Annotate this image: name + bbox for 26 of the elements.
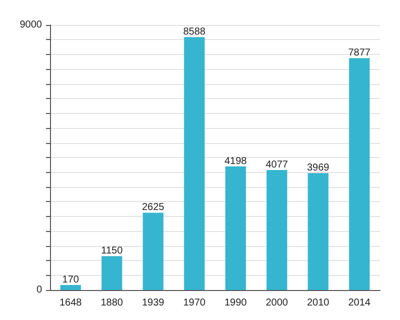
x-tick-label: 1648 xyxy=(60,298,82,308)
data-label: 1150 xyxy=(101,246,124,257)
x-tick-label: 2010 xyxy=(307,298,330,308)
x-tick-label: 1970 xyxy=(183,298,206,308)
bar xyxy=(60,284,81,290)
data-label: 7877 xyxy=(348,48,371,59)
bar xyxy=(349,58,370,290)
bar xyxy=(225,166,246,290)
data-label: 2625 xyxy=(142,202,165,214)
data-label: 4077 xyxy=(266,159,288,170)
data-label: 3969 xyxy=(307,162,330,174)
bar xyxy=(266,170,288,290)
y-tick-label: 9000 xyxy=(20,20,42,30)
data-label: 4198 xyxy=(224,156,248,167)
bar xyxy=(142,212,164,290)
x-tick-label: 2014 xyxy=(348,298,371,308)
x-tick-label: 1939 xyxy=(142,298,165,308)
bar xyxy=(184,37,205,290)
y-tick-label: 0 xyxy=(36,284,42,296)
bar xyxy=(102,256,122,290)
x-tick-label: 1990 xyxy=(224,298,248,308)
data-label: 8588 xyxy=(183,26,206,38)
bar xyxy=(308,173,328,290)
x-tick-label: 2000 xyxy=(266,298,288,308)
data-label: 170 xyxy=(62,274,80,286)
x-tick-label: 1880 xyxy=(100,298,124,308)
